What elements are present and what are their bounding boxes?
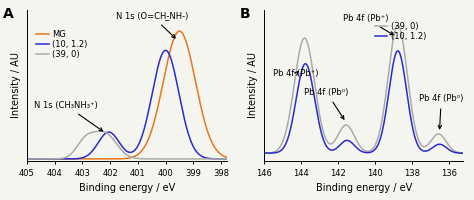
X-axis label: Binding energy / eV: Binding energy / eV — [79, 183, 175, 193]
Y-axis label: Intensity / AU: Intensity / AU — [11, 52, 21, 118]
Text: N 1s (CH₃NH₃⁺): N 1s (CH₃NH₃⁺) — [34, 101, 103, 131]
X-axis label: Binding energy / eV: Binding energy / eV — [316, 183, 412, 193]
Text: Pb 4f (Pb⁰): Pb 4f (Pb⁰) — [419, 94, 464, 129]
Text: N 1s (O=CH-̲NH-): N 1s (O=CH-̲NH-) — [116, 11, 188, 38]
Text: Pb 4f (Pb⁺): Pb 4f (Pb⁺) — [273, 69, 319, 78]
Text: Pb 4f (Pb⁰): Pb 4f (Pb⁰) — [304, 88, 349, 119]
Legend: MG, (10, 1.2), (39, 0): MG, (10, 1.2), (39, 0) — [33, 26, 91, 62]
Text: A: A — [3, 7, 14, 21]
Text: Pb 4f (Pb⁺): Pb 4f (Pb⁺) — [343, 14, 393, 35]
Legend: (39, 0), (10, 1.2): (39, 0), (10, 1.2) — [372, 19, 429, 45]
Y-axis label: Intensity / AU: Intensity / AU — [248, 52, 258, 118]
Text: B: B — [240, 7, 251, 21]
